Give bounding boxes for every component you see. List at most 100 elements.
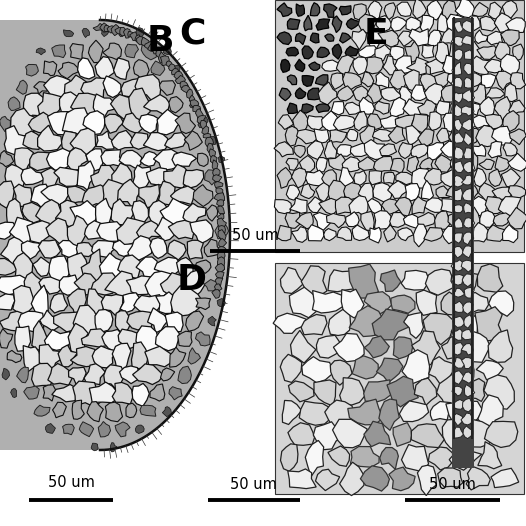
- Polygon shape: [418, 213, 436, 227]
- Polygon shape: [454, 427, 463, 438]
- Polygon shape: [112, 343, 131, 372]
- Polygon shape: [4, 126, 31, 155]
- Polygon shape: [209, 149, 216, 158]
- Polygon shape: [193, 106, 201, 112]
- Polygon shape: [389, 467, 415, 491]
- Polygon shape: [339, 6, 351, 15]
- Polygon shape: [449, 128, 465, 144]
- Polygon shape: [493, 213, 511, 226]
- Polygon shape: [390, 213, 407, 227]
- Polygon shape: [48, 363, 73, 385]
- Polygon shape: [105, 271, 135, 298]
- Polygon shape: [441, 169, 459, 187]
- Polygon shape: [165, 312, 183, 331]
- Polygon shape: [288, 469, 316, 489]
- Polygon shape: [480, 16, 497, 31]
- Polygon shape: [0, 222, 17, 239]
- Polygon shape: [398, 228, 413, 241]
- Polygon shape: [349, 264, 378, 298]
- Polygon shape: [169, 64, 175, 71]
- Polygon shape: [428, 30, 441, 46]
- Polygon shape: [463, 426, 473, 439]
- Polygon shape: [316, 183, 330, 202]
- Polygon shape: [372, 309, 410, 340]
- Polygon shape: [368, 1, 382, 21]
- Polygon shape: [350, 447, 379, 467]
- Polygon shape: [52, 385, 83, 402]
- Polygon shape: [453, 413, 463, 426]
- Polygon shape: [14, 184, 32, 207]
- Polygon shape: [45, 330, 73, 350]
- Polygon shape: [403, 70, 419, 91]
- Polygon shape: [132, 200, 148, 230]
- Polygon shape: [488, 141, 502, 158]
- Polygon shape: [110, 442, 117, 452]
- Polygon shape: [274, 141, 294, 157]
- Polygon shape: [472, 3, 488, 16]
- Polygon shape: [117, 179, 141, 207]
- Polygon shape: [388, 126, 406, 144]
- Polygon shape: [290, 198, 307, 213]
- Polygon shape: [196, 298, 210, 309]
- Polygon shape: [87, 401, 104, 422]
- Polygon shape: [435, 155, 452, 172]
- Polygon shape: [112, 130, 134, 150]
- Polygon shape: [14, 148, 34, 174]
- Polygon shape: [0, 150, 14, 167]
- Polygon shape: [436, 42, 449, 63]
- Polygon shape: [360, 126, 375, 145]
- Polygon shape: [102, 329, 123, 351]
- Polygon shape: [331, 102, 344, 115]
- Polygon shape: [450, 155, 466, 173]
- Polygon shape: [135, 35, 141, 42]
- Polygon shape: [134, 59, 149, 79]
- Polygon shape: [406, 17, 420, 31]
- Polygon shape: [139, 184, 159, 208]
- Bar: [275, 0, 524, 252]
- Polygon shape: [9, 217, 33, 245]
- Polygon shape: [184, 131, 203, 150]
- Polygon shape: [190, 220, 213, 245]
- Polygon shape: [367, 83, 382, 103]
- Polygon shape: [76, 242, 95, 257]
- Polygon shape: [288, 423, 315, 446]
- Polygon shape: [16, 80, 27, 94]
- Polygon shape: [214, 193, 225, 202]
- Polygon shape: [429, 357, 453, 386]
- Polygon shape: [418, 100, 436, 118]
- Polygon shape: [107, 26, 115, 33]
- Polygon shape: [116, 218, 145, 246]
- Polygon shape: [479, 159, 494, 169]
- Polygon shape: [425, 59, 446, 74]
- Polygon shape: [473, 145, 486, 156]
- Polygon shape: [383, 173, 395, 184]
- Polygon shape: [114, 58, 130, 79]
- Polygon shape: [470, 56, 491, 75]
- Polygon shape: [148, 44, 155, 52]
- Polygon shape: [310, 3, 320, 16]
- Polygon shape: [13, 252, 33, 280]
- Polygon shape: [158, 181, 175, 205]
- Polygon shape: [462, 246, 473, 258]
- Polygon shape: [475, 307, 503, 341]
- Polygon shape: [163, 48, 171, 55]
- Polygon shape: [103, 179, 125, 208]
- Polygon shape: [316, 469, 340, 491]
- Polygon shape: [409, 29, 430, 46]
- Polygon shape: [352, 225, 369, 240]
- Polygon shape: [156, 327, 179, 351]
- Polygon shape: [7, 350, 22, 362]
- Polygon shape: [73, 381, 103, 407]
- Polygon shape: [487, 225, 507, 241]
- Polygon shape: [277, 3, 292, 16]
- Polygon shape: [149, 200, 169, 226]
- Polygon shape: [84, 364, 105, 386]
- Polygon shape: [95, 309, 113, 332]
- Polygon shape: [502, 1, 518, 18]
- Polygon shape: [22, 241, 43, 259]
- Polygon shape: [476, 125, 497, 147]
- Polygon shape: [494, 96, 510, 120]
- Polygon shape: [33, 257, 50, 276]
- Polygon shape: [461, 106, 474, 116]
- Polygon shape: [328, 180, 346, 201]
